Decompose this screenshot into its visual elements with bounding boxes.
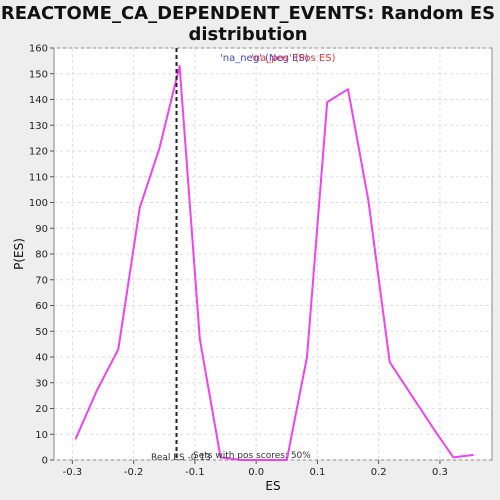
x-tick-label: 0.3 [432,467,448,478]
y-tick-label: 110 [29,172,48,183]
real-es-label: Real ES -0.13 [151,453,211,463]
x-tick-label: -0.3 [63,467,83,478]
chart-title-line1: REACTOME_CA_DEPENDENT_EVENTS: Random ES [1,3,495,24]
y-tick-label: 90 [35,224,48,235]
y-tick-label: 140 [29,95,48,106]
series-line-pos [74,65,474,461]
y-tick-label: 120 [29,147,48,158]
x-tick-label: -0.1 [185,467,205,478]
y-tick-label: 10 [35,430,48,441]
y-tick-label: 20 [35,404,48,415]
chart-title-line2: distribution [188,24,307,45]
y-tick-label: 50 [35,327,48,338]
y-axis-label: P(ES) [12,238,26,270]
x-tick-label: 0.2 [371,467,387,478]
y-tick-label: 130 [29,121,48,132]
y-axis: 0 10 20 30 40 50 60 70 80 90 100 110 120 130 140 150 160 [29,44,54,467]
x-axis: -0.3 -0.2 -0.1 0.0 0.1 0.2 0.3 [63,460,448,478]
y-tick-label: 100 [29,198,48,209]
pos-scores-annotation: Sets with pos scores: 50% [193,451,311,461]
y-tick-label: 40 [35,353,48,364]
series-layer [74,65,474,461]
grid-lines [54,47,492,461]
y-tick-label: 70 [35,275,48,286]
x-tick-label: 0.1 [309,467,325,478]
y-tick-label: 80 [35,250,48,261]
x-tick-label: -0.2 [124,467,144,478]
x-tick-label: 0.0 [248,467,264,478]
y-tick-label: 150 [29,69,48,80]
legend-entry-pos: 'na_pos' (Pos ES) [251,53,336,64]
legend-entry-neg: 'na_neg' (Neg ES) [220,53,309,64]
y-tick-label: 0 [42,456,48,467]
y-tick-label: 60 [35,301,48,312]
y-tick-label: 30 [35,378,48,389]
y-tick-label: 160 [29,44,48,55]
x-axis-label: ES [265,479,280,493]
